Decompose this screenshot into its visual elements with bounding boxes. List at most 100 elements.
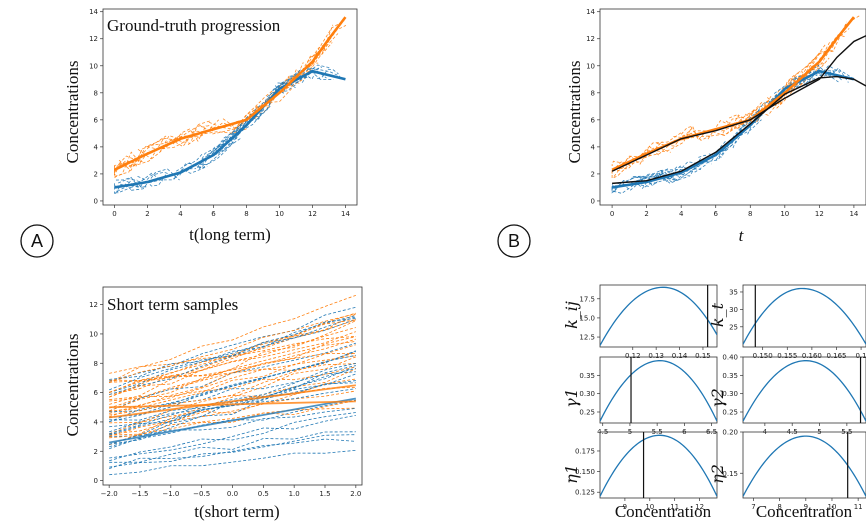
- y-tick-label: 0.30: [579, 390, 595, 398]
- x-tick-label: 9: [623, 503, 627, 511]
- posterior-curve: [743, 360, 866, 422]
- y-tick-label: 0.175: [575, 447, 595, 455]
- y-axis-label-ground-truth: Concentrations: [63, 61, 82, 164]
- axes-posterior-gamma1: 4.5 5 5.5 6 6.50.250.300.35: [579, 356, 718, 436]
- y-tick-label: 12.5: [579, 334, 595, 342]
- y-tick-label: 0: [94, 477, 98, 485]
- sample-trajectory: [109, 362, 356, 435]
- y-tick-label: 0.25: [579, 409, 595, 417]
- sample-trajectory: [681, 122, 743, 141]
- x-axis-label-eta1: Concentration: [615, 502, 712, 521]
- sample-trajectory: [187, 128, 248, 145]
- sample-trajectory: [109, 378, 356, 437]
- sample-trajectory: [287, 24, 334, 84]
- sample-trajectory: [793, 21, 848, 90]
- plot-frame: [742, 431, 866, 499]
- sample-trajectory: [212, 109, 265, 154]
- x-tick-label: 8: [777, 503, 781, 511]
- trend-line: [109, 400, 356, 409]
- y-tick-label: 0.25: [722, 409, 738, 417]
- axes-short-term: −2.0 −1.5 −1.0 −0.5 0.0 0.5 1.0 1.5 2.0 0 2 4 6 8 10 12: [89, 286, 363, 498]
- sample-trajectory: [137, 137, 182, 166]
- sample-trajectory: [114, 157, 136, 179]
- sample-trajectory: [644, 172, 675, 188]
- sample-trajectory: [621, 145, 659, 166]
- posterior-curve: [600, 286, 717, 346]
- sample-trajectory: [631, 167, 693, 181]
- sample-trajectory: [131, 168, 180, 191]
- sample-trajectory: [201, 126, 242, 161]
- sample-trajectory: [109, 319, 356, 393]
- x-axis-label-short-term: t(short term): [194, 502, 279, 521]
- y-tick-label: 6: [94, 389, 99, 397]
- x-tick-label: 12: [815, 210, 824, 218]
- sample-trajectory: [223, 114, 251, 151]
- y-tick-label: 12: [89, 301, 98, 309]
- sample-trajectory: [109, 390, 356, 424]
- y-tick-label: 0.35: [722, 372, 738, 380]
- y-tick-label: 12: [586, 35, 595, 43]
- y-axis-label-gamma1: γ1: [562, 388, 581, 408]
- sample-trajectory: [109, 316, 356, 395]
- sample-trajectory: [109, 352, 356, 381]
- y-tick-label: 0.35: [579, 372, 595, 380]
- y-tick-label: 0.30: [722, 390, 738, 398]
- x-tick-label: 8: [244, 210, 248, 218]
- y-tick-label: 14: [586, 8, 595, 16]
- sample-trajectory: [109, 313, 356, 384]
- panel-a-letter: A: [31, 231, 43, 251]
- series-line-fitted-0: [611, 69, 855, 189]
- x-tick-label: 7: [751, 503, 755, 511]
- plot-frame: [102, 8, 358, 206]
- series-line-fitted-3: [612, 75, 866, 185]
- sample-trajectory: [191, 125, 216, 141]
- sample-trajectory: [804, 14, 861, 69]
- y-tick-label: 25: [729, 323, 738, 331]
- x-tick-label: 2: [145, 210, 149, 218]
- x-tick-label: −1.5: [132, 490, 149, 498]
- sample-trajectory: [185, 125, 218, 141]
- y-tick-label: 2: [94, 448, 98, 456]
- x-tick-label: 11: [670, 503, 679, 511]
- sample-trajectory: [109, 438, 356, 469]
- sample-trajectory: [162, 120, 211, 149]
- y-tick-label: 10: [89, 62, 98, 70]
- y-tick-label: 10: [89, 330, 98, 338]
- chart-title-ground-truth: Ground-truth progression: [107, 16, 281, 35]
- series-line-ground-truth-0: [114, 69, 346, 189]
- y-tick-label: 6: [591, 116, 596, 124]
- plot-frame: [599, 284, 718, 348]
- y-tick-label: 2: [591, 170, 595, 178]
- x-axis-label-eta2: Concentration: [756, 502, 853, 521]
- sample-trajectory: [172, 125, 207, 145]
- plot-frame: [742, 356, 866, 424]
- sample-trajectory: [656, 133, 693, 147]
- y-axis-label-fitted: Concentrations: [565, 61, 584, 164]
- sample-trajectory: [108, 294, 356, 384]
- x-tick-label: 0: [112, 210, 116, 218]
- y-tick-label: 30: [729, 306, 738, 314]
- series-line-fitted-1: [611, 16, 855, 172]
- posterior-curve: [743, 287, 866, 345]
- y-tick-label: 0.40: [722, 354, 738, 362]
- series-line-fitted-2: [611, 34, 866, 172]
- sample-trajectory: [109, 434, 356, 468]
- y-axis-label-gamma2: γ2: [708, 388, 727, 408]
- x-tick-label: 14: [849, 210, 858, 218]
- sample-trajectory: [109, 363, 356, 383]
- x-tick-label: 10: [275, 210, 284, 218]
- axes-posterior-kij: 0.12 0.13 0.14 0.15 12.5 15.0 17.5: [579, 284, 718, 360]
- plot-frame: [599, 8, 866, 206]
- sample-trajectory: [109, 407, 356, 436]
- sample-trajectory: [146, 133, 184, 150]
- sample-trajectory: [126, 171, 177, 188]
- x-tick-label: 0.165: [826, 352, 846, 360]
- y-tick-label: 12: [89, 35, 98, 43]
- sample-trajectory: [206, 132, 237, 156]
- y-tick-label: 2: [94, 170, 98, 178]
- sample-trajectory: [277, 64, 331, 85]
- sample-trajectory: [109, 414, 356, 459]
- x-tick-label: 10: [645, 503, 654, 511]
- sample-trajectory: [170, 119, 219, 148]
- x-tick-label: 10: [828, 503, 837, 511]
